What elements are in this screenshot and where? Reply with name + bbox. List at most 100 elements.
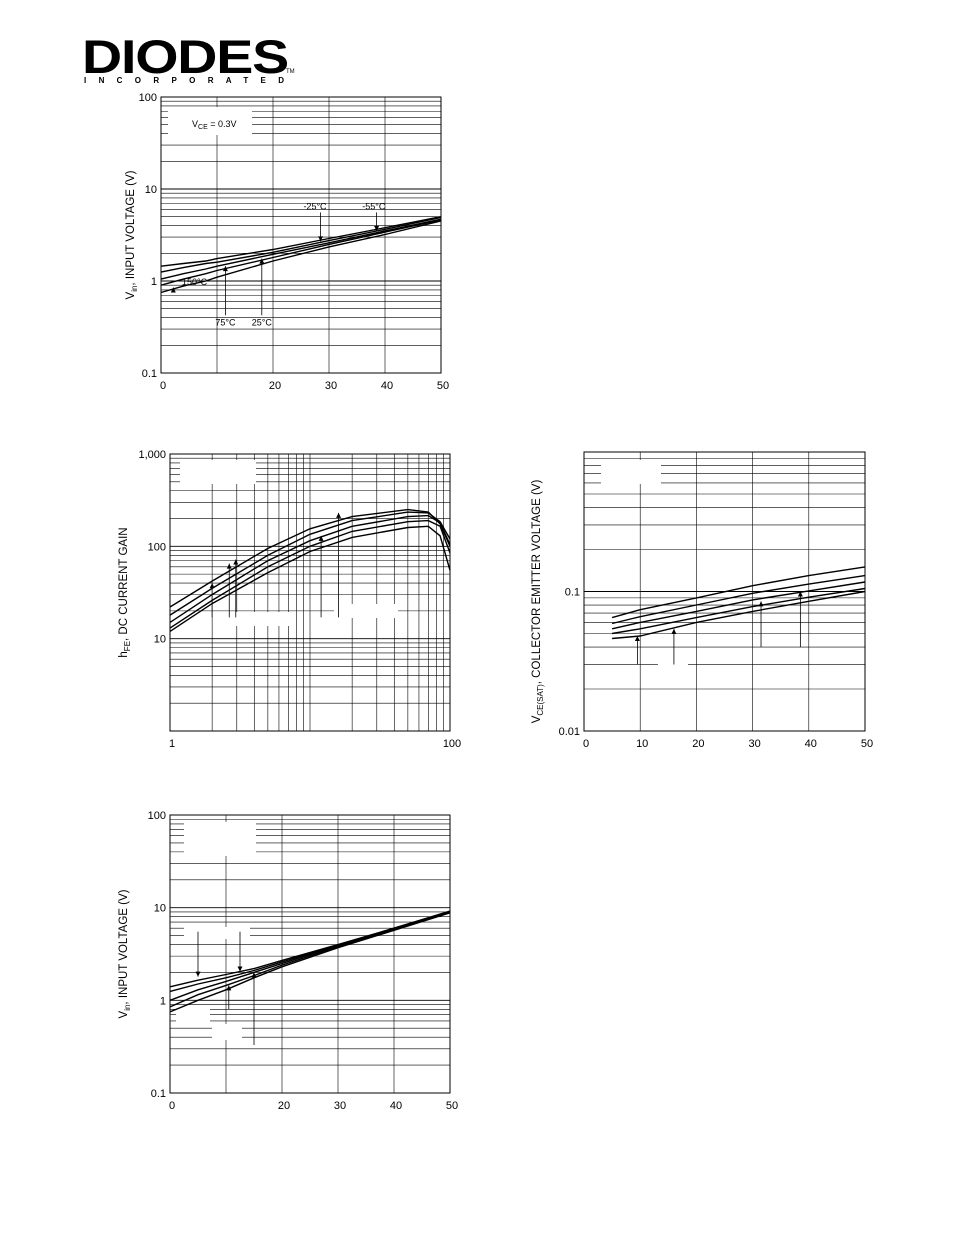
annotation-arrowhead (251, 972, 257, 978)
annotation-arrowhead (634, 635, 640, 641)
y-tick-label: 10 (154, 634, 166, 646)
series-line-5 (160, 220, 442, 294)
annotation-arrowhead (170, 287, 176, 293)
chart-3: 0.01 0.1 0 10 20 30 40 50 VCE(SAT), COLLECTOR EM… (531, 451, 873, 750)
annotation-arrowhead (336, 512, 342, 518)
x-tick-label: 0 (583, 738, 589, 750)
series-line-3 (169, 911, 451, 1001)
series-line-3 (169, 514, 451, 623)
x-tick-label: 30 (748, 738, 760, 750)
x-tick-label: 30 (334, 1100, 346, 1112)
diodes-logo: DIODES INCORPORATED (82, 30, 289, 85)
annotation-arrowhead (758, 601, 764, 607)
svg-text:DIODES: DIODES (82, 30, 288, 83)
y-axis-label: Vin, INPUT VOLTAGE (V) (125, 170, 139, 299)
x-tick-label: 40 (805, 738, 817, 750)
series-line-4 (611, 587, 866, 635)
x-tick-label: 50 (861, 738, 873, 750)
trademark-mark: TM (286, 69, 295, 75)
legend-box (212, 1024, 242, 1040)
series-line-1 (169, 910, 451, 988)
y-axis-label-main: V (118, 1010, 130, 1018)
annotation-arrowhead (318, 535, 324, 541)
x-tick-label: 20 (692, 738, 704, 750)
condition-label: VCE = 0.3V (192, 119, 237, 131)
x-tick-label: 40 (381, 380, 393, 392)
x-tick-label: 20 (278, 1100, 290, 1112)
series-line-5 (169, 912, 451, 1013)
y-axis-label-main: h (118, 651, 130, 657)
annotation-arrowhead (222, 266, 228, 272)
legend-box (236, 612, 294, 626)
plot-frame (169, 453, 451, 732)
x-tick-label: 0 (169, 1100, 175, 1112)
annotation-arrowhead (237, 966, 243, 972)
y-tick-label: 0.1 (151, 1088, 166, 1100)
series-line-4 (169, 519, 451, 629)
y-tick-label: 0.1 (142, 368, 157, 380)
y-axis-label-sub: in (130, 286, 139, 292)
y-axis-label-sub: FE (123, 641, 132, 651)
y-axis-label: VCE(SAT), COLLECTOR EMITTER VOLTAGE (V) (531, 480, 545, 724)
legend-box (184, 822, 256, 856)
x-tick-label: 100 (443, 738, 461, 750)
x-tick-label: 50 (437, 380, 449, 392)
legend-box (334, 604, 398, 618)
legend-box (176, 1008, 210, 1022)
series-line-2 (169, 910, 451, 993)
annotation-label: 75°C (215, 317, 236, 327)
legend-box (168, 107, 252, 135)
y-axis-label: Vin, INPUT VOLTAGE (V) (118, 889, 132, 1018)
y-axis-label-sub: CE(SAT) (536, 684, 545, 716)
y-tick-label: 1,000 (138, 449, 166, 461)
y-axis-label-sub: in (123, 1005, 132, 1011)
y-tick-label: 0.1 (565, 587, 580, 599)
annotation-label: -25°C (303, 201, 327, 211)
y-tick-label: 100 (148, 810, 166, 822)
series-line-1 (611, 566, 866, 619)
y-tick-label: 100 (139, 92, 157, 104)
y-axis-label-main: V (531, 715, 543, 723)
annotation-arrowhead (318, 236, 324, 242)
x-tick-label: 50 (446, 1100, 458, 1112)
legend-box (658, 656, 688, 670)
y-tick-label: 10 (145, 184, 157, 196)
y-axis-label: hFE, DC CURRENT GAIN (118, 527, 132, 657)
y-tick-label: 0.01 (559, 726, 580, 738)
x-tick-label: 40 (390, 1100, 402, 1112)
y-axis-label-main: V (125, 291, 137, 299)
annotation-arrowhead (195, 971, 201, 977)
x-tick-label: 20 (269, 380, 281, 392)
series-line-2 (160, 216, 442, 273)
annotation-label: -55°C (362, 201, 386, 211)
condition-sub: CE (198, 124, 208, 131)
x-tick-label: 0 (160, 380, 166, 392)
y-axis-label-rest: , DC CURRENT GAIN (118, 527, 130, 641)
y-tick-label: 100 (148, 541, 166, 553)
series-line-5 (612, 590, 866, 640)
y-tick-label: 1 (160, 995, 166, 1007)
chart-4: 0.1 1 10 100 0 20 30 40 50 Vin, INPUT VOLTAGE (V) (118, 810, 458, 1112)
series-line-3 (611, 581, 866, 630)
annotation-arrowhead (259, 258, 265, 264)
plot-frame (160, 96, 442, 374)
annotation-arrowhead (226, 985, 232, 991)
x-tick-label: 10 (636, 738, 648, 750)
x-tick-label: 1 (169, 738, 175, 750)
condition-rest: = 0.3V (208, 119, 237, 129)
legend-box (184, 927, 250, 939)
annotation-arrowhead (209, 583, 215, 589)
annotation-arrowhead (797, 591, 803, 597)
series-line-3 (160, 218, 442, 280)
series-line-4 (169, 911, 451, 1008)
x-tick-label: 30 (325, 380, 337, 392)
y-axis-label-rest: , INPUT VOLTAGE (V) (118, 889, 130, 1004)
annotation-arrowhead (226, 563, 232, 569)
y-tick-label: 1 (151, 276, 157, 288)
annotation-label: 150°C (182, 277, 208, 287)
y-axis-label-rest: , COLLECTOR EMITTER VOLTAGE (V) (531, 480, 543, 685)
legend-box (180, 460, 256, 484)
series-line-2 (611, 574, 866, 625)
